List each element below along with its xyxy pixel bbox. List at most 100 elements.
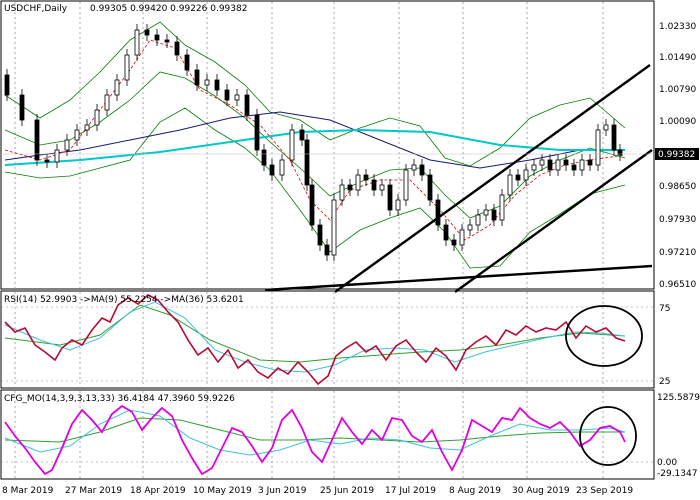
rsi-highlight-circle — [565, 305, 643, 367]
rsi-ma-fast — [4, 301, 626, 373]
candle — [164, 39, 170, 43]
vertical-grid — [14, 2, 604, 478]
candle — [419, 164, 425, 176]
price-label: 0.97930 — [659, 215, 696, 225]
price-label: 1.00790 — [659, 85, 696, 95]
candle — [587, 159, 593, 166]
candle — [523, 169, 529, 181]
candle — [261, 149, 267, 166]
bollinger-bands — [4, 21, 626, 269]
time-label: 30 Aug 2019 — [512, 486, 570, 496]
main-header-ohlc: 0.99305 0.99420 0.99226 0.99382 — [90, 4, 247, 14]
main-panel[interactable] — [0, 0, 655, 290]
candle — [475, 214, 481, 226]
rsi-panel[interactable] — [0, 290, 655, 389]
candle — [74, 129, 80, 141]
candle — [299, 129, 305, 141]
cfg-axis-label: 125.5879 — [657, 393, 700, 403]
candle — [19, 94, 25, 121]
time-label: 18 Apr 2019 — [130, 486, 186, 496]
candle — [54, 149, 60, 163]
candle — [483, 209, 489, 216]
price-label: 1.02330 — [659, 22, 696, 32]
candle — [224, 89, 230, 101]
candle — [387, 184, 393, 211]
candle — [194, 69, 200, 86]
trend-lines — [264, 64, 653, 293]
candle — [154, 34, 160, 41]
current-price-tag — [655, 148, 699, 160]
price-label: 1.01490 — [659, 53, 696, 63]
time-label: 8 Aug 2019 — [449, 486, 501, 496]
candle — [427, 174, 433, 201]
candle — [214, 79, 220, 91]
price-label: 0.97210 — [659, 248, 696, 258]
time-label: 23 Sep 2019 — [576, 486, 633, 496]
candle — [64, 139, 70, 151]
candle — [304, 139, 310, 186]
rsi-header: RSI(14) 52.9903 ->MA(9) 55.2254 ->MA(36)… — [4, 295, 244, 305]
price-axis: 1.02330 1.01490 1.00790 1.00090 0.98650 … — [655, 22, 699, 290]
candle — [34, 119, 40, 161]
candle — [317, 224, 323, 246]
candle — [563, 159, 569, 166]
price-candles — [4, 24, 623, 261]
candle — [347, 184, 353, 191]
rsi-axis-label: 75 — [659, 304, 670, 314]
candle — [603, 124, 609, 131]
main-header-symbol: USDCHF,Daily — [4, 4, 68, 14]
price-label: 0.98650 — [659, 182, 696, 192]
moving-average-red — [4, 39, 626, 241]
candle — [395, 199, 401, 211]
candle — [234, 94, 240, 101]
rsi-ma-slow — [4, 304, 626, 363]
candle — [555, 159, 561, 171]
time-label: 3 Jun 2019 — [258, 486, 307, 496]
candle — [435, 199, 441, 226]
candle — [579, 159, 585, 171]
candle — [331, 199, 337, 256]
candle — [144, 29, 150, 36]
moving-average-navy — [4, 111, 625, 169]
cfg-slow-line — [4, 417, 625, 443]
cfg-panel[interactable] — [0, 389, 655, 480]
candle — [339, 184, 345, 201]
candle — [403, 169, 409, 201]
candle — [363, 174, 369, 181]
candle — [443, 224, 449, 241]
current-price-text: 0.99382 — [658, 150, 695, 160]
candle — [355, 174, 361, 191]
candle — [289, 129, 295, 161]
candle — [134, 29, 140, 56]
cfg-axis-label: -29.1347 — [657, 469, 697, 479]
candle — [547, 159, 553, 171]
price-label: 1.00090 — [659, 117, 696, 127]
candle — [324, 244, 330, 256]
candle — [531, 164, 537, 171]
time-label: 17 Jul 2019 — [385, 486, 436, 496]
time-label: 8 Mar 2019 — [2, 486, 54, 496]
moving-average-cyan — [4, 128, 625, 166]
rsi-axis-label: 25 — [659, 377, 670, 387]
candle — [371, 179, 377, 191]
candle — [269, 164, 275, 176]
candle — [184, 54, 190, 71]
candle — [44, 159, 50, 163]
candle — [507, 174, 513, 196]
rsi-line — [4, 294, 626, 386]
cfg-header: CFG_MO(14,3,9,3,13,33) 36.4184 47.3960 5… — [4, 394, 235, 404]
candle — [611, 124, 617, 151]
candle — [571, 164, 577, 171]
candle — [4, 74, 10, 96]
candle — [499, 194, 505, 221]
price-label: 0.96510 — [659, 280, 696, 290]
candle — [254, 114, 260, 151]
candle — [379, 184, 385, 191]
candle — [515, 174, 521, 181]
candle — [467, 224, 473, 231]
candle — [94, 109, 100, 126]
candle — [174, 41, 180, 56]
candle — [539, 159, 545, 166]
